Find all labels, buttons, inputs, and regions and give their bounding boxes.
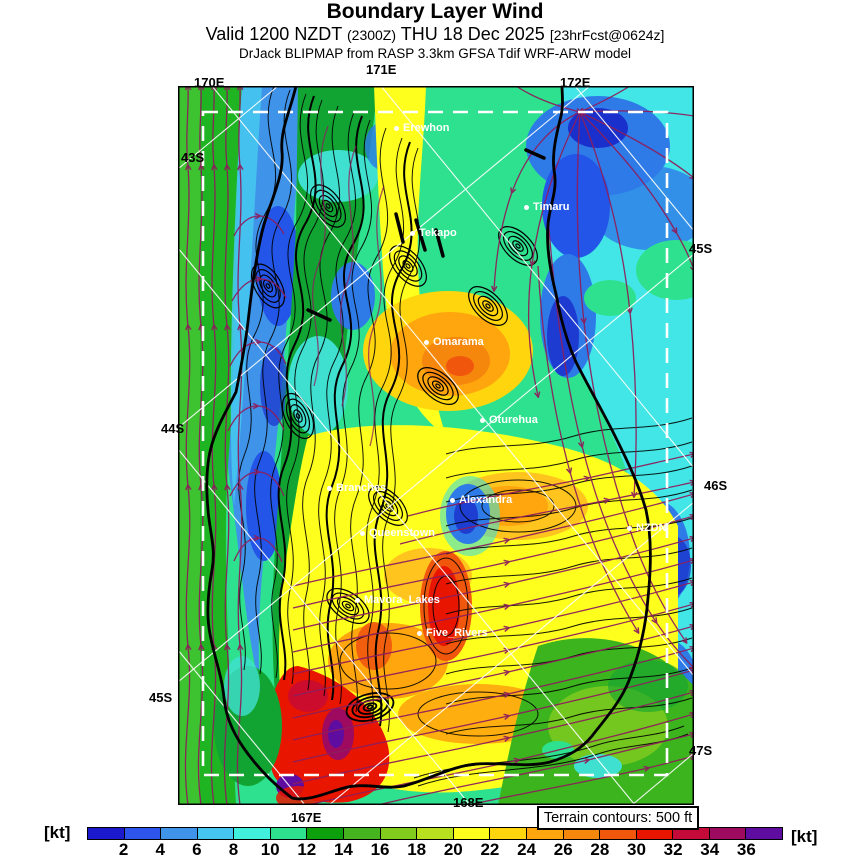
city-label-oturehua: Oturehua xyxy=(480,414,538,426)
colorbar-segment xyxy=(161,828,198,839)
colorbar-tick-label: 34 xyxy=(700,840,720,859)
city-dot-icon xyxy=(424,339,429,345)
colorbar-tick-label: 24 xyxy=(517,840,537,859)
geo-label-lon-171: 171E xyxy=(366,62,397,77)
colorbar-segment xyxy=(746,828,782,839)
city-label-alexandra: Alexandra xyxy=(450,494,512,506)
colorbar-tick-label: 4 xyxy=(155,840,165,859)
colorbar-tick-label: 16 xyxy=(370,840,390,859)
city-dot-icon xyxy=(360,530,365,536)
colorbar-segments xyxy=(87,827,783,840)
colorbar-tick-label: 8 xyxy=(228,840,239,859)
colorbar-tick-label: 22 xyxy=(480,840,500,859)
city-label-erewhon: Erewhon xyxy=(394,122,449,134)
city-dot-icon xyxy=(450,497,455,503)
colorbar-segment xyxy=(344,828,381,839)
city-label-queenstown: Queenstown xyxy=(360,527,435,539)
terrain-contour-note: Terrain contours: 500 ft xyxy=(537,806,699,830)
colorbar-segment xyxy=(490,828,527,839)
model-line: DrJack BLIPMAP from RASP 3.3km GFSA Tdif… xyxy=(238,46,632,61)
geo-label-lat-46-right: 46S xyxy=(704,478,728,493)
geo-label-lon-167: 167E xyxy=(291,810,322,825)
city-dot-icon xyxy=(627,525,632,531)
colorbar-segment xyxy=(526,828,564,839)
city-label-mavora-lakes: Mavora_Lakes xyxy=(355,594,440,606)
city-label-five-rivers: Five_Rivers xyxy=(417,627,488,639)
colorbar-segment xyxy=(307,828,345,839)
colorbar-segment xyxy=(600,828,637,839)
geo-label-lat-45-right: 45S xyxy=(689,241,713,256)
colorbar-segment xyxy=(380,828,418,839)
geo-label-lat-45-left: 45S xyxy=(149,690,173,705)
city-dot-icon xyxy=(480,417,485,423)
colorbar-segment xyxy=(88,828,125,839)
city-label-timaru: Timaru xyxy=(524,201,569,213)
colorbar-tick-label: 20 xyxy=(443,840,463,859)
colorbar-tick-label: 6 xyxy=(192,840,202,859)
colorbar-tick-label: 26 xyxy=(553,840,573,859)
geo-label-lat-47-right: 47S xyxy=(689,743,713,758)
lake-marks xyxy=(306,148,546,322)
colorbar-segment xyxy=(563,828,601,839)
colorbar-segment xyxy=(124,828,162,839)
city-label-branches: Branches xyxy=(327,482,386,494)
city-dot-icon xyxy=(417,630,422,636)
colorbar-segment xyxy=(636,828,674,839)
coastline xyxy=(205,86,652,801)
colorbar-ticks: 2 4 6 8 10 12 14 16 18 20 22 24 26 28 30 32 34 36 xyxy=(87,840,783,860)
geo-label-lat-44: 44S xyxy=(161,421,185,436)
colorbar-segment xyxy=(673,828,710,839)
valid-prefix: Valid 1200 NZDT xyxy=(205,24,342,44)
graticule-lines xyxy=(178,86,694,805)
colorbar-tick-label: 36 xyxy=(736,840,756,859)
page-title: Boundary Layer Wind xyxy=(326,0,544,23)
colorbar-tick-label: 32 xyxy=(663,840,683,859)
header: Boundary Layer Wind Valid 1200 NZDT (230… xyxy=(0,0,850,62)
colorbar-segment xyxy=(453,828,491,839)
colorbar-unit-right: [kt] xyxy=(791,827,818,846)
colorbar-tick-label: 28 xyxy=(590,840,610,859)
city-label-nzdn: NZDN xyxy=(627,522,667,534)
valid-zulu: (2300Z) xyxy=(347,27,397,43)
wind-streamlines xyxy=(184,86,694,805)
colorbar-unit-left: [kt] xyxy=(44,823,71,842)
geo-label-lon-172: 172E xyxy=(560,75,591,90)
map-frame xyxy=(178,86,694,805)
colorbar-tick-label: 18 xyxy=(407,840,427,859)
valid-time-line: Valid 1200 NZDT (2300Z) THU 18 Dec 2025 … xyxy=(20,24,850,46)
wind-field-map xyxy=(178,86,694,805)
colorbar-tick-label: 10 xyxy=(260,840,280,859)
valid-date: THU 18 Dec 2025 xyxy=(400,24,545,44)
city-dot-icon xyxy=(394,125,399,131)
colorbar-segment xyxy=(270,828,308,839)
geo-label-lat-43: 43S xyxy=(181,150,205,165)
colorbar-tick-label: 12 xyxy=(297,840,317,859)
colorbar-tick-label: 30 xyxy=(627,840,646,859)
colorbar-segment xyxy=(709,828,747,839)
city-dot-icon xyxy=(410,230,415,236)
colorbar-tick-label: 2 xyxy=(118,840,129,859)
colorbar-segment xyxy=(197,828,235,839)
colorbar-segment xyxy=(234,828,271,839)
city-dot-icon xyxy=(327,485,332,491)
city-dot-icon xyxy=(524,204,529,210)
wind-speed-field xyxy=(178,86,694,805)
colorbar-tick-label: 14 xyxy=(333,840,353,859)
city-label-omarama: Omarama xyxy=(424,336,484,348)
city-dot-icon xyxy=(355,597,360,603)
city-label-tekapo: Tekapo xyxy=(410,227,457,239)
geo-label-lon-170: 170E xyxy=(194,75,225,90)
geo-label-lon-168: 168E xyxy=(453,795,484,810)
colorbar-segment xyxy=(417,828,454,839)
forecast-tag: [23hrFcst@0624z] xyxy=(549,27,665,43)
